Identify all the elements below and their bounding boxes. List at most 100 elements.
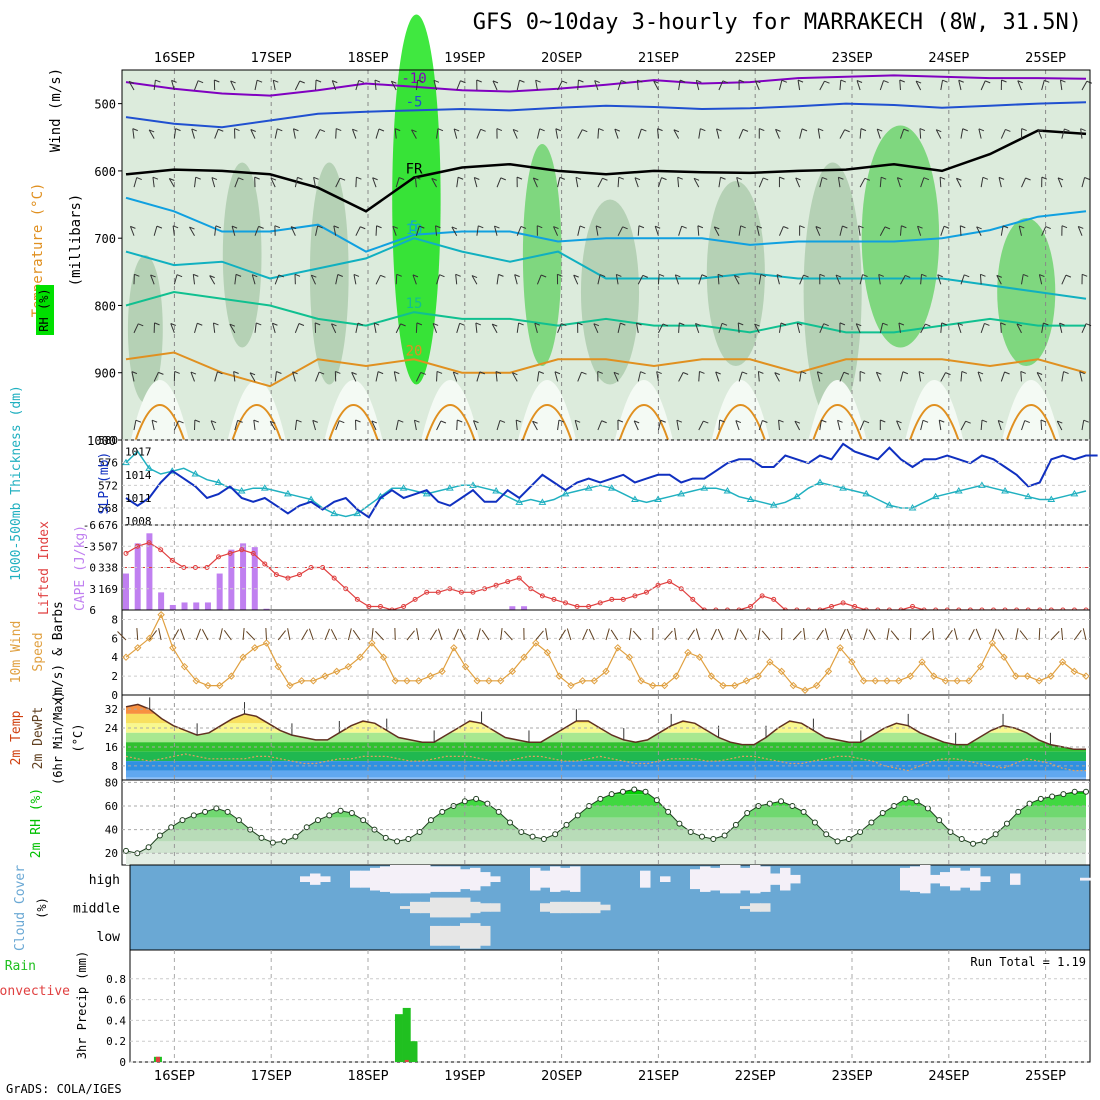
lifted-marker [296,572,302,578]
precip-frame [129,949,1091,1063]
wind10-barb [347,628,352,641]
wind10-barb [921,630,931,641]
lifted-marker [852,603,858,609]
wind-barb-flag [512,372,518,376]
wind-barb-flag [837,419,843,423]
rh-marker [190,812,197,819]
wind-barb [657,420,662,431]
wind-barb-flag [840,79,847,83]
wind-barb-flag [901,225,907,229]
wind-barb [315,129,321,139]
thickness-marker [353,509,362,517]
wind-barb [436,420,442,431]
wind-barb-flag [533,177,539,181]
wind10-marker [719,681,727,690]
wind-barb [436,274,440,285]
wind-barb-flag [277,128,283,132]
wind-barb-flag [1000,322,1006,326]
wind-barb-flag [819,273,825,277]
warm-contour-6 [715,404,766,441]
rh-marker [631,786,638,793]
wind-barb-flag [783,226,789,229]
wind10-barb [687,629,695,641]
wind-barb [959,225,962,236]
wind-barb-flag [498,273,504,277]
date-label-bottom-18SEP: 18SEP [348,1069,389,1084]
wind-barb [151,420,155,431]
thickness-marker [330,509,339,517]
wind-barb-flag [599,274,606,278]
wind-barb-flag [902,371,909,375]
wind-barb [656,371,659,382]
wind10-marker [1058,658,1067,666]
wind10-barb [136,627,139,641]
rh-marker [439,808,446,815]
wind-barb [774,372,780,382]
wind-barb [617,323,621,333]
wind-barb [754,80,760,91]
temp-band-5 [126,742,1086,752]
rh-marker [608,791,615,798]
wind-barb-flag [360,226,366,230]
wind-barb [673,129,680,139]
cape-bar [123,573,129,610]
date-label-top-18SEP: 18SEP [348,51,389,66]
cloud-cell-middle [560,901,571,914]
tick-li-3: 3 [89,583,96,596]
wind-barb-flag [754,323,760,327]
rh-marker [292,833,299,840]
lifted-marker [748,603,754,609]
wind-barb [678,80,681,91]
wind-barb [194,177,197,188]
thickness-marker [237,487,246,494]
wind-barb-flag [292,371,298,375]
cloud-cell-high [710,867,721,891]
wind-barb [355,80,360,91]
rh-marker [766,800,773,807]
wind10-marker [391,677,399,685]
wind-barb [315,79,317,91]
wind-barb-flag [799,225,805,229]
wind-barb [493,225,498,236]
rh-marker [337,807,344,814]
wind-barb [819,420,822,431]
wind-barb [473,420,478,431]
wind-barb [678,226,683,236]
wind-barb-flag [695,322,701,326]
wind-barb-flag [155,79,161,83]
wind-barb [856,80,861,91]
wind-barb-flag [537,225,543,229]
rh-marker [970,840,977,847]
wind10-marker [567,681,575,690]
wind-barb [516,80,520,91]
cloud-cell-high [410,865,421,894]
wind-barb-flag [318,371,325,375]
wind-barb-flag [557,273,563,277]
wind-barb [998,177,1002,188]
wind-barb [254,226,260,236]
lifted-marker [505,579,511,585]
wind-barb-flag [398,177,405,181]
wind-barb [129,226,135,236]
rh-shade-0 [127,255,163,403]
wind-barb [597,178,603,188]
isotherm-label-FR: FR [406,162,423,178]
wind-barb-flag [577,322,583,326]
wind-barb-flag [978,128,985,132]
wind10-barb [1015,628,1019,641]
wind-barb [456,323,461,334]
thickness-marker [191,470,200,477]
wind-barb [392,226,397,236]
lifted-marker [470,589,476,595]
wind10-marker [625,653,634,661]
wind-barb-flag [762,420,768,423]
wind10-barb [588,628,595,641]
thickness-marker [746,495,755,502]
tick-wind-4: 4 [111,651,118,664]
ylabel-precip-b: Convective [0,984,70,999]
rh-marker [495,808,502,815]
tick-rh-40: 40 [105,824,118,837]
rh-marker [800,808,807,815]
wind-barb [211,177,216,188]
